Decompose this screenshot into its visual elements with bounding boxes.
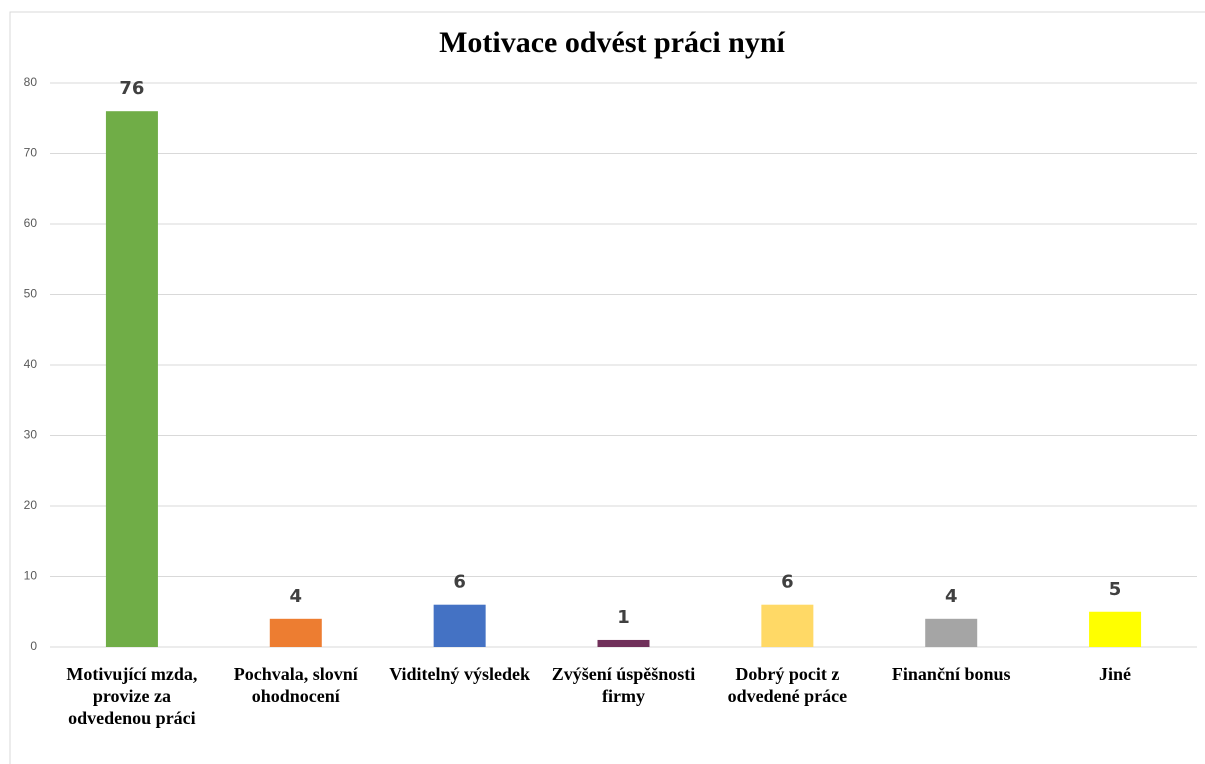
- bar: [433, 604, 486, 647]
- y-tick-label: 30: [24, 428, 38, 442]
- bar: [269, 618, 322, 647]
- value-label: 4: [290, 586, 303, 607]
- y-tick-label: 0: [30, 639, 37, 653]
- value-label: 76: [119, 78, 144, 99]
- bar: [597, 639, 650, 647]
- y-tick-label: 80: [24, 75, 38, 89]
- x-tick-label: Zvýšení úspěšnosti firmy: [551, 664, 696, 706]
- y-tick-label: 20: [24, 498, 38, 512]
- y-tick-label: 70: [24, 146, 38, 160]
- x-tick-label: Pochvala, slovní ohodnocení: [233, 664, 358, 706]
- bar: [105, 111, 158, 647]
- bar: [1089, 611, 1142, 647]
- chart-title: Motivace odvést práci nyní: [439, 26, 785, 59]
- x-tick-label: Jiné: [1099, 664, 1132, 684]
- x-tick-label: Dobrý pocit z odvedené práce: [727, 664, 848, 706]
- bar: [925, 618, 978, 647]
- y-tick-label: 10: [24, 569, 38, 583]
- value-label: 1: [617, 607, 630, 628]
- x-tick-label: Viditelný výsledek: [389, 664, 531, 684]
- y-tick-label: 50: [24, 287, 38, 301]
- value-label: 6: [453, 572, 466, 593]
- chart-frame: [9, 11, 1205, 764]
- x-tick-label: Finanční bonus: [891, 664, 1011, 684]
- value-label: 6: [781, 572, 794, 593]
- y-tick-label: 40: [24, 357, 38, 371]
- bar: [761, 604, 814, 647]
- y-tick-label: 60: [24, 216, 38, 230]
- x-tick-label: Motivující mzda, provize za odvedenou pr…: [66, 664, 198, 728]
- value-label: 5: [1109, 579, 1122, 600]
- value-label: 4: [945, 586, 958, 607]
